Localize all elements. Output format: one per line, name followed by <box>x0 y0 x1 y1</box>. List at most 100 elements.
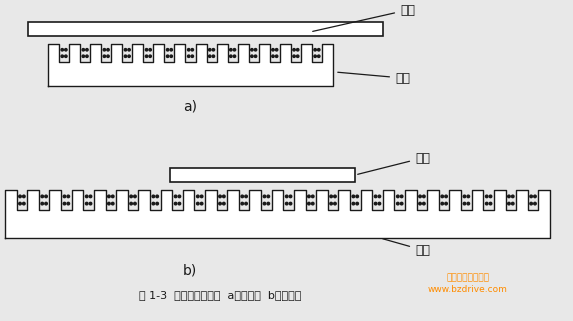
Circle shape <box>463 195 466 198</box>
Circle shape <box>191 48 194 51</box>
Circle shape <box>178 195 180 198</box>
Circle shape <box>191 55 194 57</box>
Circle shape <box>289 202 292 205</box>
Circle shape <box>463 202 466 205</box>
Circle shape <box>197 202 199 205</box>
Circle shape <box>356 202 359 205</box>
Circle shape <box>89 202 92 205</box>
Circle shape <box>445 195 448 198</box>
Circle shape <box>489 202 492 205</box>
Circle shape <box>330 195 332 198</box>
Circle shape <box>156 202 159 205</box>
Circle shape <box>209 55 211 57</box>
Circle shape <box>254 55 257 57</box>
Circle shape <box>130 202 132 205</box>
Circle shape <box>312 202 314 205</box>
Circle shape <box>107 55 109 57</box>
Circle shape <box>293 48 295 51</box>
Circle shape <box>251 48 253 51</box>
Circle shape <box>296 55 299 57</box>
Circle shape <box>41 202 44 205</box>
Circle shape <box>89 195 92 198</box>
Circle shape <box>219 202 221 205</box>
Circle shape <box>170 55 172 57</box>
Circle shape <box>401 195 403 198</box>
Circle shape <box>128 55 130 57</box>
Circle shape <box>378 202 380 205</box>
Circle shape <box>146 48 148 51</box>
Polygon shape <box>48 44 333 86</box>
Circle shape <box>152 195 155 198</box>
Circle shape <box>312 195 314 198</box>
Circle shape <box>45 202 48 205</box>
Circle shape <box>166 55 169 57</box>
Circle shape <box>82 55 85 57</box>
Circle shape <box>263 202 266 205</box>
Circle shape <box>201 202 203 205</box>
Circle shape <box>22 195 25 198</box>
Circle shape <box>174 195 177 198</box>
Text: b): b) <box>183 263 197 277</box>
Circle shape <box>508 195 510 198</box>
Circle shape <box>285 202 288 205</box>
Circle shape <box>272 48 274 51</box>
Circle shape <box>397 195 399 198</box>
Circle shape <box>378 195 380 198</box>
Circle shape <box>130 195 132 198</box>
Text: 深圳博智达机器人: 深圳博智达机器人 <box>446 273 489 282</box>
Circle shape <box>61 48 64 51</box>
Circle shape <box>419 195 421 198</box>
Circle shape <box>108 202 110 205</box>
Circle shape <box>267 195 269 198</box>
Circle shape <box>308 195 310 198</box>
Circle shape <box>245 202 248 205</box>
Circle shape <box>230 48 232 51</box>
Circle shape <box>134 202 136 205</box>
Circle shape <box>285 195 288 198</box>
Circle shape <box>308 202 310 205</box>
Text: 次级: 次级 <box>358 152 430 174</box>
Circle shape <box>82 48 85 51</box>
Circle shape <box>245 195 248 198</box>
Text: a): a) <box>183 100 197 114</box>
Circle shape <box>86 55 88 57</box>
Circle shape <box>330 202 332 205</box>
Circle shape <box>314 55 316 57</box>
Circle shape <box>103 55 105 57</box>
Circle shape <box>272 55 274 57</box>
Bar <box>28 22 383 36</box>
Circle shape <box>441 202 444 205</box>
Circle shape <box>333 202 336 205</box>
Circle shape <box>267 202 269 205</box>
Circle shape <box>419 202 421 205</box>
Circle shape <box>241 202 244 205</box>
Circle shape <box>209 48 211 51</box>
Circle shape <box>374 202 377 205</box>
Circle shape <box>489 195 492 198</box>
Circle shape <box>86 48 88 51</box>
Circle shape <box>401 202 403 205</box>
Circle shape <box>296 48 299 51</box>
Circle shape <box>103 48 105 51</box>
Circle shape <box>254 48 257 51</box>
Circle shape <box>508 202 510 205</box>
Circle shape <box>212 55 214 57</box>
Circle shape <box>317 55 320 57</box>
Circle shape <box>230 55 232 57</box>
Circle shape <box>233 55 236 57</box>
Circle shape <box>530 195 532 198</box>
Circle shape <box>197 195 199 198</box>
Circle shape <box>201 195 203 198</box>
Circle shape <box>314 48 316 51</box>
Circle shape <box>85 195 88 198</box>
Circle shape <box>263 195 266 198</box>
Circle shape <box>352 195 355 198</box>
Circle shape <box>222 195 225 198</box>
Circle shape <box>149 55 151 57</box>
Circle shape <box>170 48 172 51</box>
Circle shape <box>533 195 536 198</box>
Circle shape <box>251 55 253 57</box>
Circle shape <box>276 55 278 57</box>
Circle shape <box>187 55 190 57</box>
Circle shape <box>241 195 244 198</box>
